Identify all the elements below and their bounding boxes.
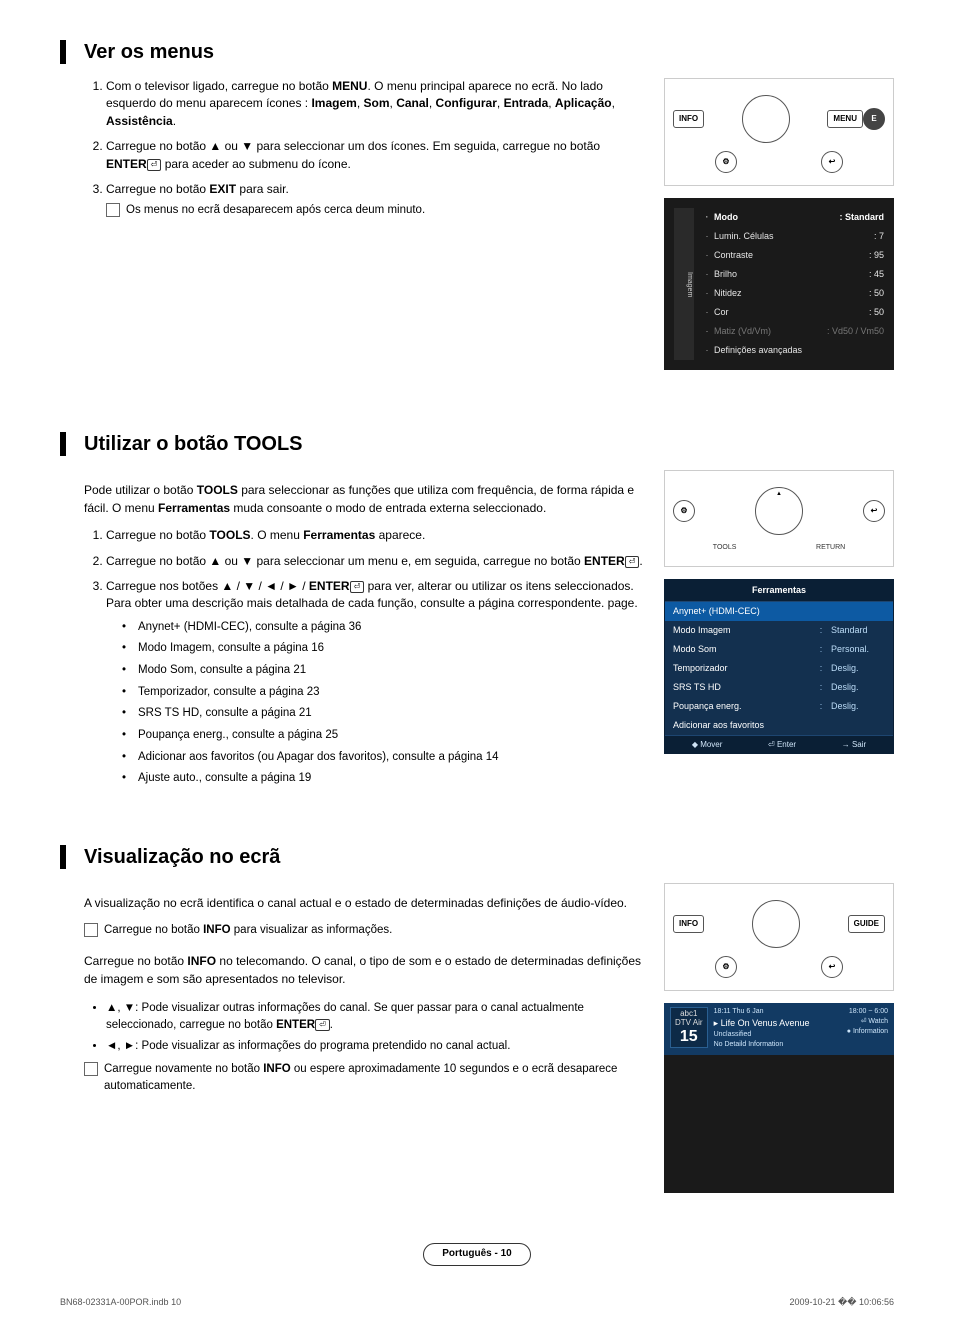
reference-item: Temporizador, consulte a página 23 — [128, 684, 644, 701]
page-number: Português - 10 — [423, 1243, 530, 1266]
exit-button[interactable]: E — [863, 108, 885, 130]
reference-item: Poupança energ., consulte a página 25 — [128, 727, 644, 744]
section-title: Ver os menus — [60, 40, 894, 64]
tools-label: TOOLS — [713, 543, 737, 553]
tools-popup: Ferramentas Anynet+ (HDMI-CEC)Modo Image… — [664, 579, 894, 755]
enter-icon: ⏎ — [315, 1019, 330, 1031]
osd-sidebar-label: Imagem — [674, 208, 694, 360]
bullet-leftright: ◄, ►: Pode visualizar as informações do … — [106, 1038, 644, 1055]
step-3: Carregue nos botões ▲ / ▼ / ◄ / ► / ENTE… — [106, 578, 644, 787]
step-1: Com o televisor ligado, carregue no botã… — [106, 78, 644, 130]
footer-enter: ⏎ Enter — [768, 739, 796, 751]
info-button[interactable]: INFO — [673, 915, 704, 933]
osd-row: ·Brilho: 45 — [700, 265, 884, 284]
info-banner: abc1 DTV Air 15 18:11 Thu 6 Jan ▸ Life O… — [664, 1003, 894, 1054]
bullet-updown: ▲, ▼: Pode visualizar outras informações… — [106, 1000, 644, 1033]
tools-footer: ◆ Mover ⏎ Enter → Sair — [665, 735, 893, 754]
section-title: Utilizar o botão TOOLS — [60, 432, 894, 456]
tools-row: Modo Imagem:Standard — [665, 621, 893, 640]
osd-row: ·Modo: Standard — [700, 208, 884, 227]
note-info: Carregue no botão INFO para visualizar a… — [84, 922, 644, 939]
step-2: Carregue no botão ▲ ou ▼ para selecciona… — [106, 138, 644, 173]
time-range: 18:00 ~ 6:00 — [847, 1007, 888, 1017]
doc-timestamp: 2009-10-21 �� 10:06:56 — [789, 1296, 894, 1309]
program-title: ▸ Life On Venus Avenue — [714, 1017, 841, 1030]
osd-picture-menu: Imagem ·Modo: Standard·Lumin. Células: 7… — [664, 198, 894, 370]
intro-text: Pode utilizar o botão TOOLS para selecci… — [84, 482, 644, 517]
remote-illustration: INFO MENU E ⚙ ↩ — [664, 78, 894, 186]
dpad[interactable]: ▲ — [755, 487, 803, 535]
note: Os menus no ecrã desaparecem após cerca … — [106, 202, 644, 219]
tools-row: SRS TS HD:Deslig. — [665, 678, 893, 697]
step-3: Carregue no botão EXIT para sair. Os men… — [106, 181, 644, 219]
info-time: 18:11 Thu 6 Jan — [714, 1007, 841, 1017]
return-icon[interactable]: ↩ — [821, 151, 843, 173]
osd-rows: ·Modo: Standard·Lumin. Células: 7·Contra… — [700, 208, 884, 360]
info-button[interactable]: INFO — [673, 110, 704, 128]
step-1: Carregue no botão TOOLS. O menu Ferramen… — [106, 527, 644, 544]
reference-list: Anynet+ (HDMI-CEC), consulte a página 36… — [106, 619, 644, 787]
section-ver-os-menus: Ver os menus Com o televisor ligado, car… — [60, 40, 894, 382]
channel-box: abc1 DTV Air 15 — [670, 1007, 708, 1048]
detail-info: No Detaild Information — [714, 1040, 841, 1050]
intro-text: A visualização no ecrã identifica o cana… — [84, 895, 644, 912]
doc-filename: BN68-02331A-00POR.indb 10 — [60, 1296, 181, 1309]
section-title: Visualização no ecrã — [60, 845, 894, 869]
tools-title: Ferramentas — [665, 580, 893, 602]
reference-item: Anynet+ (HDMI-CEC), consulte a página 36 — [128, 619, 644, 636]
enter-icon: ⏎ — [350, 581, 365, 593]
reference-item: Modo Imagem, consulte a página 16 — [128, 640, 644, 657]
section-visualizacao: Visualização no ecrã A visualização no e… — [60, 845, 894, 1193]
channel-type: DTV Air — [675, 1019, 703, 1028]
dpad[interactable] — [742, 95, 790, 143]
return-icon[interactable]: ↩ — [821, 956, 843, 978]
osd-row: ·Cor: 50 — [700, 303, 884, 322]
osd-row: ·Definições avançadas — [700, 341, 884, 360]
guide-button[interactable]: GUIDE — [848, 915, 885, 933]
enter-icon: ⏎ — [147, 159, 162, 171]
tools-row: Anynet+ (HDMI-CEC) — [665, 602, 893, 621]
note-auto-hide: Carregue novamente no botão INFO ou espe… — [84, 1061, 644, 1094]
reference-item: SRS TS HD, consulte a página 21 — [128, 705, 644, 722]
tools-icon[interactable]: ⚙ — [715, 151, 737, 173]
tools-row: Modo Som:Personal. — [665, 640, 893, 659]
tools-icon[interactable]: ⚙ — [715, 956, 737, 978]
step-2: Carregue no botão ▲ ou ▼ para selecciona… — [106, 553, 644, 570]
menu-button[interactable]: MENU — [827, 110, 863, 128]
watch-hint: ⏎ Watch — [847, 1017, 888, 1027]
dpad[interactable] — [752, 900, 800, 948]
reference-item: Ajuste auto., consulte a página 19 — [128, 770, 644, 787]
reference-item: Adicionar aos favoritos (ou Apagar dos f… — [128, 749, 644, 766]
reference-item: Modo Som, consulte a página 21 — [128, 662, 644, 679]
tools-row: Temporizador:Deslig. — [665, 659, 893, 678]
return-label: RETURN — [816, 543, 845, 553]
section-utilizar-tools: Utilizar o botão TOOLS Pode utilizar o b… — [60, 432, 894, 795]
enter-icon: ⏎ — [625, 556, 640, 568]
osd-row: ·Contraste: 95 — [700, 246, 884, 265]
osd-row: ·Matiz (Vd/Vm): Vd50 / Vm50 — [700, 322, 884, 341]
tools-row: Poupança energ.:Deslig. — [665, 697, 893, 716]
section1-text: Com o televisor ligado, carregue no botã… — [84, 78, 644, 382]
arrow-bullets: ▲, ▼: Pode visualizar outras informações… — [84, 1000, 644, 1055]
footer-move: ◆ Mover — [692, 739, 723, 751]
tools-rows: Anynet+ (HDMI-CEC)Modo Imagem:StandardMo… — [665, 602, 893, 735]
return-button[interactable]: ↩ — [863, 500, 885, 522]
remote-illustration: ⚙ ▲ ↩ TOOLS RETURN — [664, 470, 894, 566]
channel-number: 15 — [675, 1028, 703, 1046]
para-info: Carregue no botão INFO no telecomando. O… — [84, 953, 644, 988]
doc-print-footer: BN68-02331A-00POR.indb 10 2009-10-21 �� … — [60, 1296, 894, 1309]
remote-illustration: INFO GUIDE ⚙ ↩ — [664, 883, 894, 991]
osd-row: ·Lumin. Células: 7 — [700, 227, 884, 246]
page-footer: Português - 10 — [60, 1243, 894, 1266]
info-osd-screen: abc1 DTV Air 15 18:11 Thu 6 Jan ▸ Life O… — [664, 1003, 894, 1193]
information-hint: ● Information — [847, 1027, 888, 1037]
tools-row: Adicionar aos favoritos — [665, 716, 893, 735]
osd-row: ·Nitidez: 50 — [700, 284, 884, 303]
tools-button[interactable]: ⚙ — [673, 500, 695, 522]
footer-exit: → Sair — [842, 739, 866, 751]
classification: Unclassified — [714, 1030, 841, 1040]
